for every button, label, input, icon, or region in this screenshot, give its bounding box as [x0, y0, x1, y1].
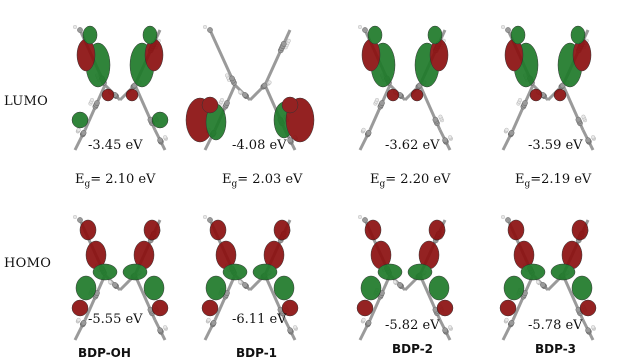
- homo-energy-bdp-oh: -5.55 eV: [88, 312, 143, 327]
- energy-gap-bdp-3: Eg=2.19 eV: [515, 172, 592, 190]
- lumo-orbital-bdp-1: [180, 10, 320, 160]
- molecule-name-bdp-oh: BDP-OH: [78, 346, 131, 360]
- molecule-name-bdp-3: BDP-3: [535, 342, 577, 356]
- energy-gap-bdp-oh: Eg= 2.10 eV: [75, 172, 156, 190]
- lumo-orbital-bdp-3: [478, 10, 618, 160]
- energy-gap-bdp-2: Eg= 2.20 eV: [370, 172, 451, 190]
- lumo-orbital-bdp-oh: [50, 10, 190, 160]
- homo-energy-bdp-1: -6.11 eV: [232, 312, 287, 327]
- lumo-orbital-bdp-2: [335, 10, 475, 160]
- lumo-energy-bdp-3: -3.59 eV: [528, 138, 583, 153]
- homo-energy-bdp-2: -5.82 eV: [385, 318, 440, 333]
- homo-orbital-bdp-2: [335, 200, 475, 350]
- lumo-energy-bdp-oh: -3.45 eV: [88, 138, 143, 153]
- homo-row-label: HOMO: [4, 256, 52, 271]
- molecule-name-bdp-1: BDP-1: [236, 346, 278, 360]
- molecule-name-bdp-2: BDP-2: [392, 342, 434, 356]
- homo-orbital-bdp-oh: [50, 200, 190, 350]
- lumo-energy-bdp-1: -4.08 eV: [232, 138, 287, 153]
- lumo-row-label: LUMO: [4, 94, 49, 109]
- lumo-energy-bdp-2: -3.62 eV: [385, 138, 440, 153]
- homo-orbital-bdp-1: [180, 200, 320, 350]
- homo-energy-bdp-3: -5.78 eV: [528, 318, 583, 333]
- energy-gap-bdp-1: Eg= 2.03 eV: [222, 172, 303, 190]
- homo-orbital-bdp-3: [478, 200, 618, 350]
